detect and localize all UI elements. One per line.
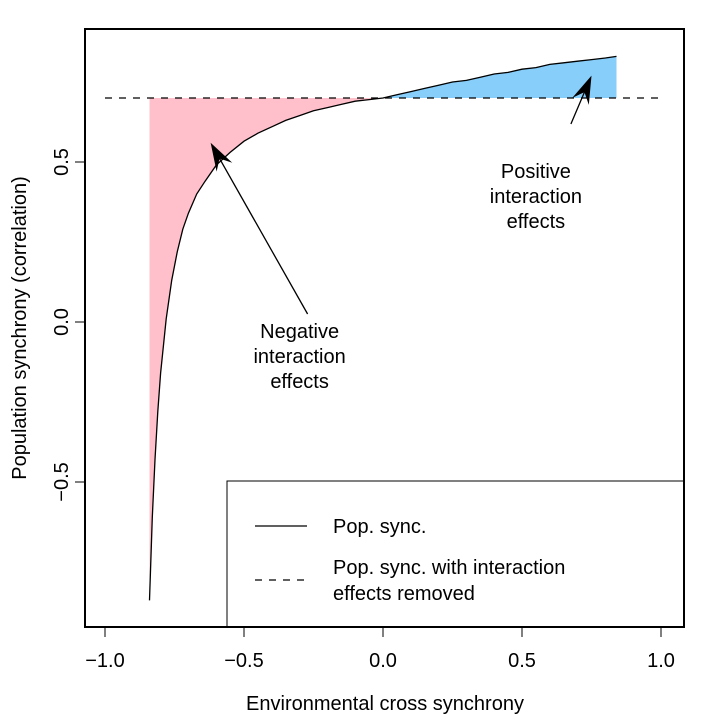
annotation-text: Positive [501,161,571,183]
annotation-arrow-head [572,75,592,105]
y-tick-label: 0.0 [51,308,73,336]
x-tick-label: 0.0 [369,650,397,672]
legend-label: Pop. sync. [333,516,426,538]
annotation-text: effects [507,211,566,233]
annotation-text: interaction [253,346,345,368]
pop-sync-curve [148,55,617,601]
x-axis-label: Environmental cross synchrony [246,693,524,715]
x-tick-label: 1.0 [647,650,675,672]
x-tick-label: 0.5 [508,650,536,672]
positive-effects-region [383,56,617,98]
annotation-text: interaction [490,186,582,208]
y-tick-label: 0.5 [51,148,73,176]
annotation-arrow-head [210,142,233,172]
y-tick-label: −0.5 [51,462,73,501]
annotation-text: Negative [260,321,339,343]
negative-effects-region [149,98,383,601]
legend-label: Pop. sync. with interaction [333,557,565,579]
legend-box [226,480,685,628]
annotation-text: effects [270,371,329,393]
annotation-arrow-shaft [570,91,586,125]
legend-label-continued: effects removed [333,583,475,605]
y-axis-label: Population synchrony (correlation) [9,176,31,480]
annotation-arrow-shaft [218,158,309,315]
positive-effects-annotation: Positive interaction effects [490,75,592,233]
negative-effects-annotation: Negative interaction effects [210,142,346,393]
x-tick-label: −1.0 [85,650,124,672]
x-tick-label: −0.5 [224,650,263,672]
